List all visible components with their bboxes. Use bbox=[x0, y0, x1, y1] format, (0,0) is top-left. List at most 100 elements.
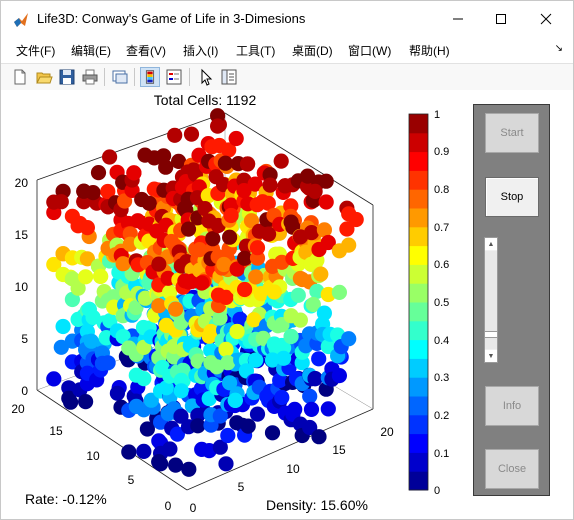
cell-point bbox=[212, 439, 228, 455]
property-inspector-icon[interactable] bbox=[219, 67, 239, 87]
x-tick: 5 bbox=[238, 480, 245, 494]
cell-point bbox=[192, 242, 208, 258]
cell-point bbox=[136, 339, 152, 355]
density-label: Density: 15.60% bbox=[266, 497, 368, 513]
colorbar-band bbox=[409, 471, 428, 491]
cell-point bbox=[303, 225, 320, 241]
cell-point bbox=[173, 383, 189, 399]
pointer-icon[interactable] bbox=[196, 67, 216, 87]
cell-point bbox=[190, 407, 206, 423]
menu-edit[interactable]: 编辑(E) bbox=[71, 44, 111, 58]
plot-3d[interactable]: Total Cells: 1192 20 15 10 5 0 bbox=[1, 90, 573, 519]
cell-point bbox=[137, 290, 153, 306]
cell-point bbox=[63, 394, 79, 410]
cell-points bbox=[46, 108, 364, 477]
y-tick: 0 bbox=[165, 499, 172, 513]
colorbar-band bbox=[409, 264, 428, 284]
cell-point bbox=[151, 256, 167, 272]
cell-point bbox=[212, 408, 228, 424]
cell-point bbox=[190, 418, 206, 434]
start-button[interactable]: Start bbox=[485, 113, 539, 153]
colorbar-band bbox=[409, 245, 428, 265]
colorbar-band bbox=[409, 114, 428, 134]
menu-insert[interactable]: 插入(I) bbox=[183, 44, 219, 58]
cell-point bbox=[274, 389, 290, 406]
info-button[interactable]: Info bbox=[485, 386, 539, 426]
cell-point bbox=[169, 426, 185, 442]
slider-track[interactable] bbox=[485, 251, 497, 349]
cell-point bbox=[220, 427, 236, 444]
colorbar-tick: 0.5 bbox=[434, 297, 449, 309]
cell-point bbox=[79, 251, 95, 267]
cell-point bbox=[248, 352, 264, 368]
menu-window[interactable]: 窗口(W) bbox=[348, 44, 392, 58]
cell-point bbox=[124, 182, 140, 198]
cell-point bbox=[128, 299, 144, 316]
print-icon[interactable] bbox=[80, 67, 100, 87]
cell-point bbox=[331, 368, 347, 384]
menu-view[interactable]: 查看(V) bbox=[126, 44, 166, 58]
cell-point bbox=[266, 284, 282, 300]
cell-point bbox=[229, 323, 245, 340]
cell-point bbox=[143, 392, 159, 408]
cell-point bbox=[117, 193, 133, 209]
cell-point bbox=[227, 392, 243, 408]
speed-slider[interactable]: ▲ ▼ bbox=[484, 237, 498, 363]
colorbar-tick: 1 bbox=[434, 109, 440, 121]
x-tick: 0 bbox=[190, 501, 197, 515]
cell-point bbox=[339, 221, 355, 237]
colorbar-band bbox=[409, 302, 428, 322]
minimize-button[interactable] bbox=[435, 1, 481, 37]
colorbar-band bbox=[409, 414, 428, 435]
window-title: Life3D: Conway's Game of Life in 3-Dimes… bbox=[37, 11, 306, 26]
cell-point bbox=[262, 177, 278, 193]
minimize-icon bbox=[453, 18, 463, 20]
matlab-icon bbox=[14, 13, 28, 27]
cell-point bbox=[311, 429, 327, 445]
cell-point bbox=[171, 153, 187, 169]
cell-point bbox=[320, 338, 336, 355]
x-tick: 15 bbox=[332, 443, 346, 457]
slider-thumb[interactable] bbox=[485, 331, 497, 338]
cell-point bbox=[283, 328, 299, 345]
menu-tools[interactable]: 工具(T) bbox=[236, 44, 276, 58]
cell-point bbox=[217, 155, 233, 171]
cell-point bbox=[212, 310, 228, 326]
cell-point bbox=[90, 165, 107, 181]
close-button[interactable]: Close bbox=[485, 449, 539, 489]
cell-point bbox=[283, 214, 299, 230]
colorbar-tick: 0.8 bbox=[434, 184, 449, 196]
colorbar-tick: 0.7 bbox=[434, 222, 449, 234]
new-figure-icon[interactable] bbox=[10, 67, 30, 87]
menu-overflow-icon[interactable]: ↘ bbox=[554, 43, 563, 54]
colorbar bbox=[409, 114, 428, 491]
save-icon[interactable] bbox=[57, 67, 77, 87]
close-window-button[interactable] bbox=[523, 1, 569, 37]
menu-file[interactable]: 文件(F) bbox=[16, 44, 56, 58]
colorbar-band bbox=[409, 358, 428, 378]
colorbar-icon[interactable] bbox=[140, 67, 160, 87]
cell-point bbox=[221, 142, 237, 158]
cell-point bbox=[222, 375, 238, 391]
colorbar-band bbox=[409, 170, 428, 190]
colorbar-tick: 0.2 bbox=[434, 410, 449, 422]
menu-help[interactable]: 帮助(H) bbox=[409, 44, 450, 58]
y-tick: 5 bbox=[128, 473, 135, 487]
stop-button[interactable]: Stop bbox=[485, 177, 539, 217]
colorbar-band bbox=[409, 377, 428, 397]
slider-up-icon[interactable]: ▲ bbox=[485, 238, 497, 250]
cell-point bbox=[136, 443, 152, 459]
y-axis-ticks: 20 15 10 5 0 bbox=[11, 402, 171, 513]
maximize-icon bbox=[496, 14, 506, 24]
cell-point bbox=[181, 461, 197, 477]
open-file-icon[interactable] bbox=[34, 67, 54, 87]
link-plot-icon[interactable] bbox=[110, 67, 130, 87]
menu-desktop[interactable]: 桌面(D) bbox=[292, 44, 333, 58]
cell-point bbox=[201, 391, 217, 407]
slider-down-icon[interactable]: ▼ bbox=[485, 350, 497, 362]
legend-icon[interactable] bbox=[164, 67, 184, 87]
maximize-button[interactable] bbox=[478, 1, 524, 37]
colorbar-band bbox=[409, 452, 428, 472]
cell-point bbox=[236, 183, 252, 199]
